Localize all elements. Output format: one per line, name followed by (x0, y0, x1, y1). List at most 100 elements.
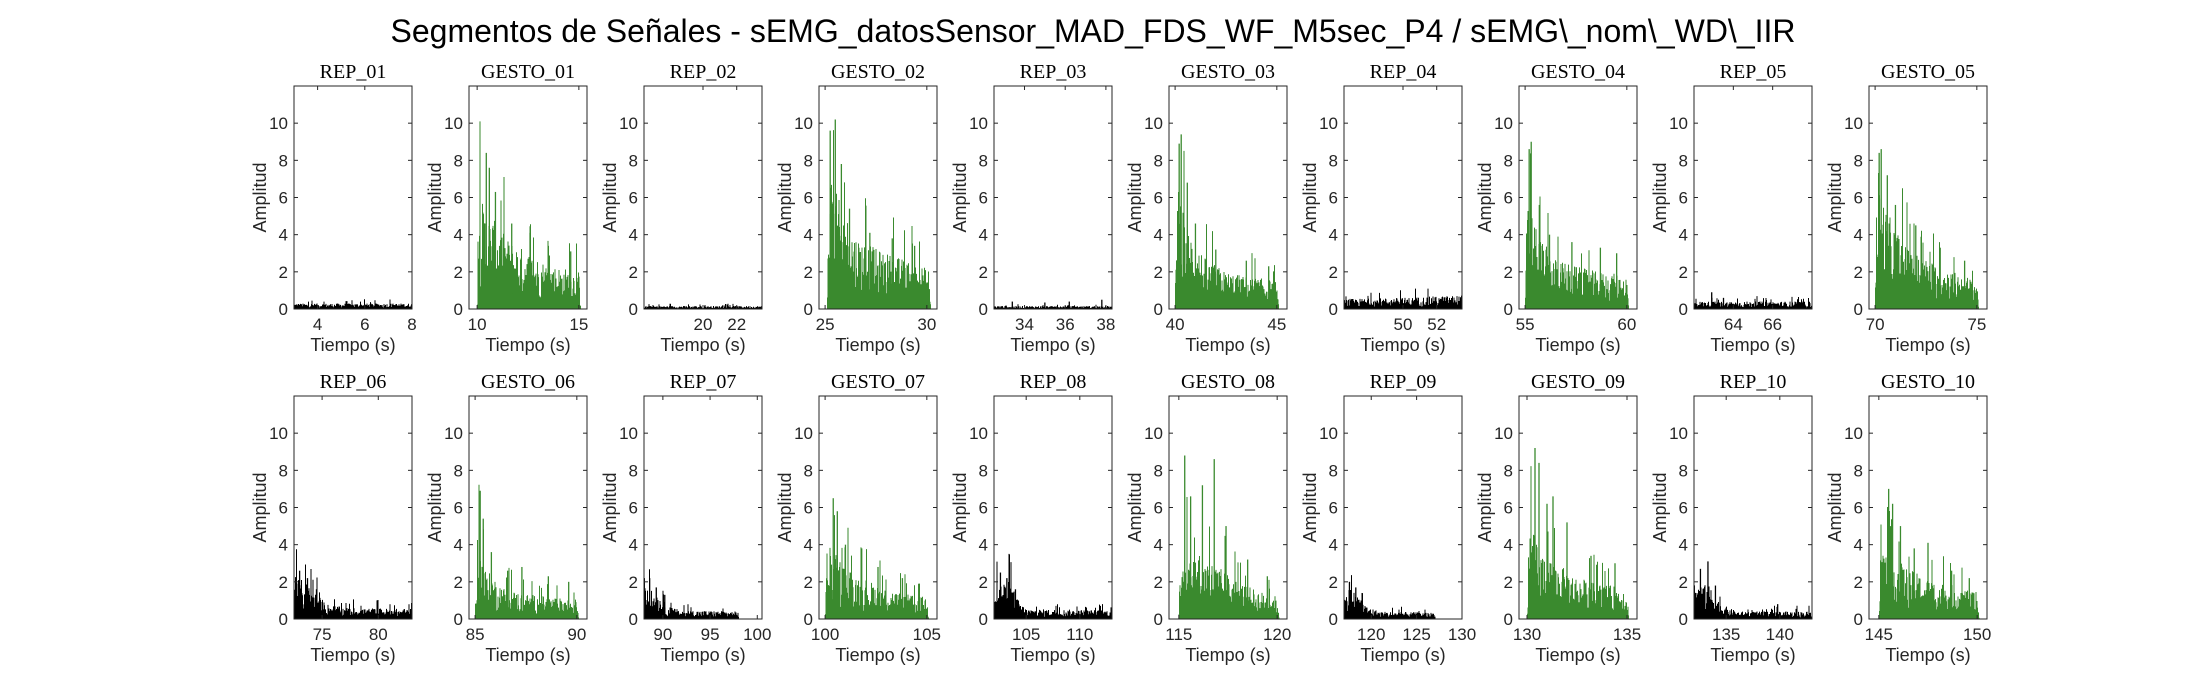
x-tick-label: 50 (1394, 315, 1413, 334)
y-tick-label: 0 (1679, 300, 1688, 319)
subplot-gesto-07: 0 2 4 6 8 10 100 105 GESTO_07 Tiempo (s) Amplitud (775, 371, 941, 665)
y-tick-label: 8 (979, 151, 988, 170)
x-tick-label: 34 (1015, 315, 1034, 334)
y-axis-label: Amplitud (1475, 162, 1495, 232)
y-tick-label: 4 (804, 226, 813, 245)
y-tick-label: 0 (1504, 300, 1513, 319)
x-tick-label: 130 (1448, 625, 1476, 644)
y-axis-label: Amplitud (1300, 162, 1320, 232)
x-tick-label: 125 (1402, 625, 1430, 644)
y-tick-label: 10 (1494, 114, 1513, 133)
x-axis-label: Tiempo (s) (1360, 335, 1445, 355)
axes-box (993, 85, 1113, 310)
y-tick-label: 0 (1329, 300, 1338, 319)
y-tick-label: 10 (1844, 114, 1863, 133)
y-tick-label: 0 (979, 610, 988, 629)
y-axis-label: Amplitud (775, 472, 795, 542)
y-tick-label: 4 (979, 226, 988, 245)
y-tick-label: 2 (279, 263, 288, 282)
subplot-rep-05: 0 2 4 6 8 10 64 66 REP_05 Tiempo (s) Amplitud (1650, 61, 1813, 355)
y-tick-label: 10 (969, 424, 988, 443)
y-tick-label: 2 (454, 263, 463, 282)
subplot-title: GESTO_10 (1881, 371, 1975, 393)
y-tick-label: 10 (794, 114, 813, 133)
x-axis-label: Tiempo (s) (835, 645, 920, 665)
signal-area (643, 569, 739, 619)
subplot-gesto-03: 0 2 4 6 8 10 40 45 GESTO_03 Tiempo (s) Amplitud (1125, 61, 1288, 355)
figure-title: Segmentos de Señales - sEMG_datosSensor_… (391, 13, 1796, 49)
subplot-title: GESTO_01 (481, 61, 575, 83)
y-tick-label: 6 (1679, 499, 1688, 518)
y-axis-label: Amplitud (1825, 472, 1845, 542)
y-axis-label: Amplitud (1825, 162, 1845, 232)
x-axis-label: Tiempo (s) (660, 335, 745, 355)
axes-box (993, 395, 1113, 620)
subplot-title: REP_10 (1720, 371, 1787, 393)
y-tick-label: 4 (1154, 536, 1163, 555)
x-tick-label: 90 (567, 625, 586, 644)
x-tick-label: 135 (1613, 625, 1641, 644)
subplot-gesto-10: 0 2 4 6 8 10 145 150 GESTO_10 Tiempo (s) Amplitud (1825, 371, 1991, 665)
y-tick-label: 4 (279, 226, 288, 245)
y-tick-label: 4 (1329, 536, 1338, 555)
y-axis-label: Amplitud (1650, 162, 1670, 232)
x-tick-label: 120 (1263, 625, 1291, 644)
subplot-title: REP_08 (1020, 371, 1087, 393)
y-tick-label: 8 (454, 461, 463, 480)
x-tick-label: 85 (466, 625, 485, 644)
y-tick-label: 10 (1844, 424, 1863, 443)
y-tick-label: 0 (1679, 610, 1688, 629)
y-tick-label: 8 (279, 461, 288, 480)
y-tick-label: 10 (619, 114, 638, 133)
axes-box (293, 85, 413, 310)
x-axis-label: Tiempo (s) (310, 645, 395, 665)
y-tick-label: 2 (629, 263, 638, 282)
y-axis-label: Amplitud (425, 162, 445, 232)
y-tick-label: 6 (804, 499, 813, 518)
y-tick-label: 10 (444, 114, 463, 133)
y-tick-label: 6 (1504, 189, 1513, 208)
axes-box (643, 85, 763, 310)
signal-area (1875, 173, 1979, 309)
y-tick-label: 10 (1494, 424, 1513, 443)
y-tick-label: 6 (1679, 189, 1688, 208)
x-axis-label: Tiempo (s) (310, 335, 395, 355)
y-tick-label: 8 (629, 151, 638, 170)
y-tick-label: 8 (804, 461, 813, 480)
x-tick-label: 8 (407, 315, 416, 334)
signal-area (993, 553, 1113, 619)
y-tick-label: 4 (1504, 536, 1513, 555)
y-tick-label: 4 (1154, 226, 1163, 245)
signal-area (477, 121, 581, 309)
y-tick-label: 8 (1329, 461, 1338, 480)
y-tick-label: 6 (979, 499, 988, 518)
subplot-title: REP_01 (320, 61, 387, 83)
y-tick-label: 0 (279, 300, 288, 319)
y-tick-label: 4 (804, 536, 813, 555)
y-tick-label: 8 (1504, 461, 1513, 480)
y-axis-label: Amplitud (425, 472, 445, 542)
x-axis-label: Tiempo (s) (1535, 645, 1620, 665)
signal-area (1693, 585, 1813, 619)
x-tick-label: 15 (569, 315, 588, 334)
y-tick-label: 6 (1854, 189, 1863, 208)
signal-area (1175, 150, 1279, 309)
y-tick-label: 2 (979, 263, 988, 282)
y-tick-label: 2 (454, 573, 463, 592)
subplot-title: REP_09 (1370, 371, 1437, 393)
y-tick-label: 8 (1854, 461, 1863, 480)
subplot-title: GESTO_05 (1881, 61, 1975, 83)
y-tick-label: 0 (1854, 610, 1863, 629)
y-tick-label: 2 (1329, 263, 1338, 282)
y-tick-label: 4 (1504, 226, 1513, 245)
x-axis-label: Tiempo (s) (485, 335, 570, 355)
subplot-title: GESTO_06 (481, 371, 575, 393)
signal-area (293, 299, 413, 309)
y-tick-label: 0 (1854, 300, 1863, 319)
y-tick-label: 10 (1319, 424, 1338, 443)
y-tick-label: 6 (1854, 499, 1863, 518)
x-tick-label: 64 (1724, 315, 1743, 334)
y-tick-label: 2 (279, 573, 288, 592)
subplot-title: GESTO_09 (1531, 371, 1625, 393)
y-tick-label: 2 (1504, 573, 1513, 592)
